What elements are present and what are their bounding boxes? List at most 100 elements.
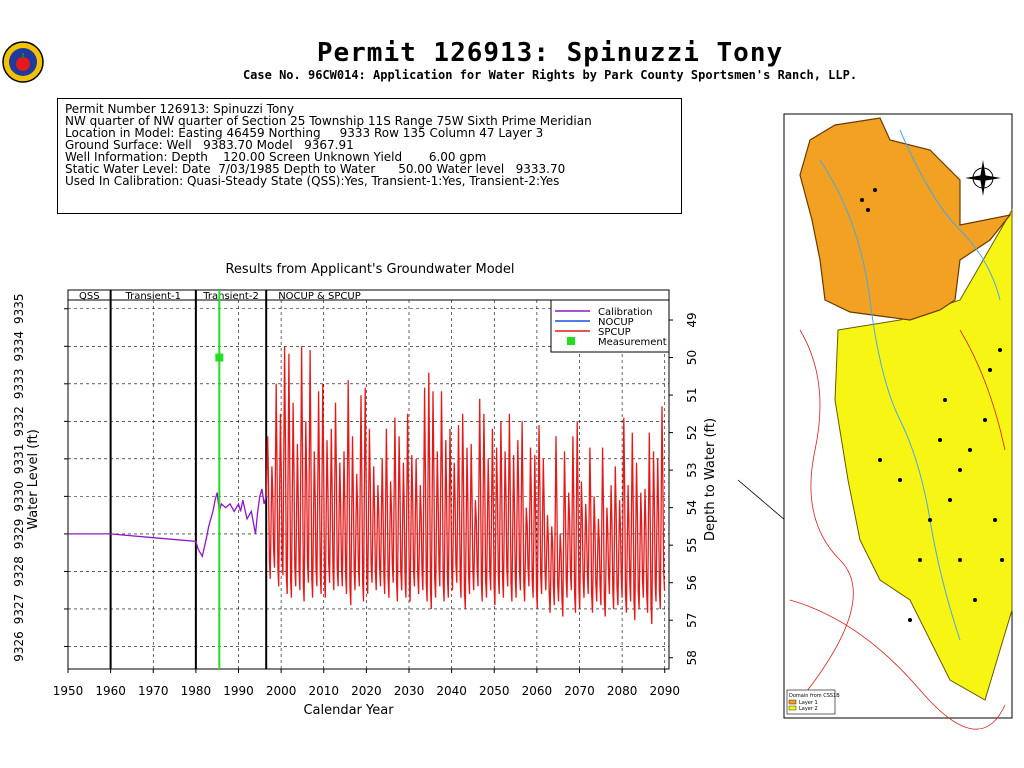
map-legend-title: Domain from CSS1B bbox=[789, 693, 840, 699]
map-well-marker bbox=[878, 458, 882, 462]
right-tick-label: 58 bbox=[685, 650, 699, 665]
right-tick-label: 55 bbox=[685, 538, 699, 553]
right-tick-label: 50 bbox=[685, 350, 699, 365]
map-compass bbox=[972, 167, 994, 189]
x-tick-label: 1990 bbox=[223, 684, 254, 698]
legend-label: Measurement bbox=[598, 337, 667, 348]
well-info-box: Permit Number 126913: Spinuzzi Tony NW q… bbox=[57, 98, 682, 214]
y-tick-label: 9326 bbox=[12, 631, 26, 662]
map-well-marker bbox=[968, 448, 972, 452]
legend-marker bbox=[567, 337, 575, 345]
map-frame bbox=[783, 113, 1013, 719]
map-well-marker bbox=[988, 368, 992, 372]
map-well-marker bbox=[898, 478, 902, 482]
y-tick-label: 9327 bbox=[12, 594, 26, 625]
right-tick-label: 53 bbox=[685, 462, 699, 477]
map-well-marker bbox=[998, 348, 1002, 352]
map-road bbox=[799, 329, 854, 701]
y-tick-label: 9333 bbox=[12, 369, 26, 400]
map-well-marker bbox=[983, 418, 987, 422]
period-label: QSS bbox=[79, 291, 100, 302]
map-well-marker bbox=[948, 498, 952, 502]
map-well-marker bbox=[860, 198, 864, 202]
x-tick-label: 2050 bbox=[479, 684, 510, 698]
map-well-marker bbox=[958, 468, 962, 472]
info-line: Well Information: Depth 120.00 Screen Un… bbox=[65, 150, 487, 164]
x-tick-label: 1980 bbox=[181, 684, 212, 698]
x-tick-label: 2080 bbox=[607, 684, 638, 698]
period-label: Transient-2 bbox=[202, 291, 259, 302]
map-layer2-area bbox=[834, 208, 1013, 701]
map-well-marker bbox=[873, 188, 877, 192]
x-axis-label: Calendar Year bbox=[303, 703, 394, 718]
map-well-marker bbox=[938, 438, 942, 442]
series-spcup bbox=[265, 346, 666, 625]
info-line: Static Water Level: Date 7/03/1985 Depth… bbox=[65, 162, 566, 176]
y-tick-label: 9332 bbox=[12, 406, 26, 437]
map-road bbox=[789, 599, 1006, 730]
info-line: NW quarter of NW quarter of Section 25 T… bbox=[65, 114, 592, 128]
right-tick-label: 56 bbox=[685, 575, 699, 590]
right-tick-label: 51 bbox=[685, 387, 699, 402]
x-tick-label: 2020 bbox=[351, 684, 382, 698]
map-well-marker bbox=[943, 398, 947, 402]
x-tick-label: 1970 bbox=[138, 684, 169, 698]
series-calibration bbox=[68, 488, 267, 559]
y-tick-label: 9329 bbox=[12, 519, 26, 550]
right-axis-label: Depth to Water (ft) bbox=[703, 418, 718, 541]
y-tick-label: 9334 bbox=[12, 331, 26, 362]
map-layer1-area bbox=[799, 117, 1012, 321]
x-tick-label: 2030 bbox=[394, 684, 425, 698]
info-line: Ground Surface: Well 9383.70 Model 9367.… bbox=[65, 138, 354, 152]
right-tick-label: 52 bbox=[685, 425, 699, 440]
y-tick-label: 9328 bbox=[12, 556, 26, 587]
groundwater-chart: 1950 1960 1970 1980 1990 2000 2010 2020 2030 2040… bbox=[12, 289, 718, 718]
x-tick-label: 2040 bbox=[436, 684, 467, 698]
map-well-marker bbox=[918, 558, 922, 562]
plot-frame bbox=[67, 289, 670, 670]
page-subtitle: Case No. 96CW014: Application for Water … bbox=[242, 68, 858, 82]
x-tick-label: 2090 bbox=[649, 684, 680, 698]
map-river bbox=[899, 129, 1001, 301]
map-road bbox=[959, 329, 1006, 451]
x-tick-label: 1960 bbox=[95, 684, 126, 698]
map-pointer-line bbox=[737, 479, 1011, 713]
map-legend-box bbox=[786, 689, 836, 715]
y-axis-label: Water Level (ft) bbox=[26, 429, 41, 530]
legend-label: SPCUP bbox=[598, 327, 631, 338]
info-line: Location in Model: Easting 46459 Northin… bbox=[65, 126, 544, 140]
right-tick-label: 54 bbox=[685, 500, 699, 515]
right-tick-label: 57 bbox=[685, 613, 699, 628]
right-tick-label: 49 bbox=[685, 312, 699, 327]
period-label: Transient-1 bbox=[124, 291, 181, 302]
map-well-marker bbox=[973, 598, 977, 602]
info-line: Permit Number 126913: Spinuzzi Tony bbox=[65, 102, 295, 116]
map-legend-swatch bbox=[788, 705, 797, 711]
x-tick-label: 2000 bbox=[266, 684, 297, 698]
measurement-point bbox=[215, 353, 224, 362]
map-well-marker bbox=[866, 208, 870, 212]
map-well-marker bbox=[908, 618, 912, 622]
chart-title: Results from Applicant's Groundwater Mod… bbox=[225, 262, 515, 277]
map-compass-star bbox=[965, 160, 1001, 196]
map-well-marker bbox=[928, 518, 932, 522]
map-well-marker bbox=[958, 558, 962, 562]
y-tick-label: 9331 bbox=[12, 444, 26, 475]
map-legend-swatch bbox=[788, 699, 797, 705]
y-tick-label: 9330 bbox=[12, 481, 26, 512]
info-line: Used In Calibration: Quasi-Steady State … bbox=[65, 174, 560, 188]
page-title: Permit 126913: Spinuzzi Tony bbox=[316, 38, 784, 68]
legend-label: Calibration bbox=[598, 307, 652, 318]
colorado-seal-logo bbox=[2, 41, 44, 83]
x-tick-label: 2060 bbox=[522, 684, 553, 698]
map-legend-label: Layer 2 bbox=[799, 706, 818, 712]
x-tick-label: 2010 bbox=[308, 684, 339, 698]
map-well-marker bbox=[1000, 558, 1004, 562]
x-tick-label: 1950 bbox=[53, 684, 84, 698]
period-label: NOCUP & SPCUP bbox=[278, 291, 361, 302]
y-tick-label: 9335 bbox=[12, 293, 26, 324]
map-river bbox=[819, 159, 961, 641]
legend-label: NOCUP bbox=[598, 317, 634, 328]
